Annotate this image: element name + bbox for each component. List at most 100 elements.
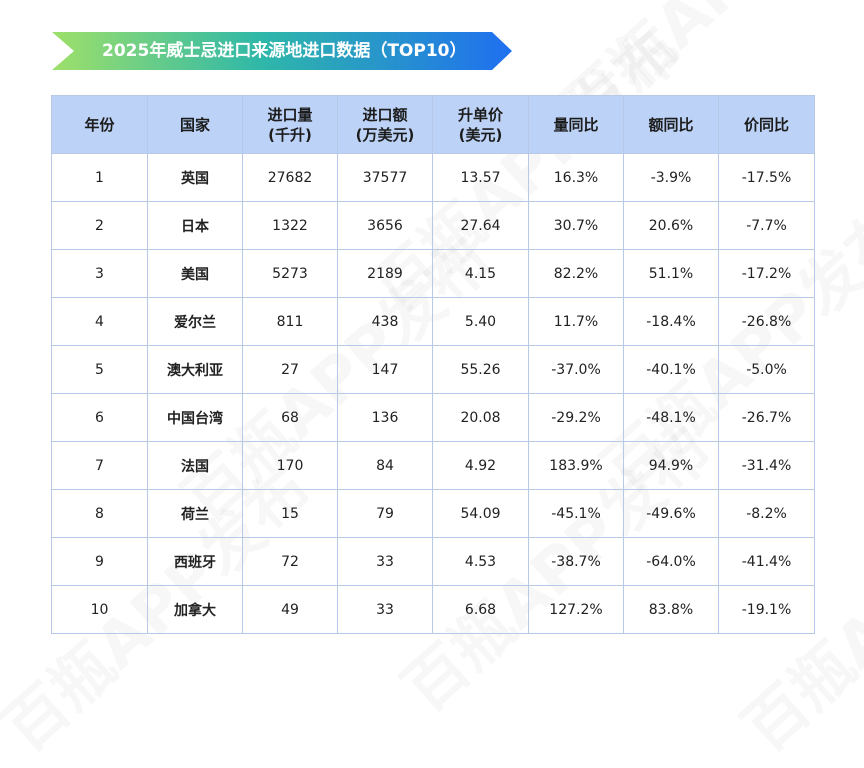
value-yoy-cell: -18.4%	[623, 297, 719, 346]
table-body: 1 英国 27682 37577 13.57 16.3% -3.9% -17.5% 2 日本 132…	[51, 153, 815, 634]
volume-yoy-cell: -29.2%	[528, 393, 624, 442]
country-cell: 英国	[147, 153, 243, 202]
country-cell: 法国	[147, 441, 243, 490]
rank-cell: 8	[51, 489, 148, 538]
volume-cell: 15	[242, 489, 338, 538]
volume-cell: 72	[242, 537, 338, 586]
header-value-yoy: 额同比	[623, 95, 719, 154]
table-row: 4 爱尔兰 811 438 5.40 11.7% -18.4% -26.8%	[51, 297, 815, 346]
price-cell: 13.57	[432, 153, 529, 202]
header-volume-line: 进口量	[267, 105, 313, 124]
header-year: 年份	[51, 95, 148, 154]
price-yoy-cell: -7.7%	[718, 201, 815, 250]
volume-cell: 5273	[242, 249, 338, 298]
header-price-yoy: 价同比	[718, 95, 815, 154]
price-cell: 54.09	[432, 489, 529, 538]
header-value-yoy-line: 额同比	[648, 115, 694, 134]
table-row: 7 法国 170 84 4.92 183.9% 94.9% -31.4%	[51, 441, 815, 490]
value-cell: 79	[337, 489, 433, 538]
volume-yoy-cell: 127.2%	[528, 585, 624, 634]
value-yoy-cell: -3.9%	[623, 153, 719, 202]
price-cell: 6.68	[432, 585, 529, 634]
header-volume-yoy-line: 量同比	[553, 115, 599, 134]
value-cell: 33	[337, 585, 433, 634]
header-volume: 进口量 (千升)	[242, 95, 338, 154]
table-row: 1 英国 27682 37577 13.57 16.3% -3.9% -17.5%	[51, 153, 815, 202]
value-cell: 84	[337, 441, 433, 490]
country-cell: 荷兰	[147, 489, 243, 538]
rank-cell: 9	[51, 537, 148, 586]
header-volume-yoy: 量同比	[528, 95, 624, 154]
volume-cell: 811	[242, 297, 338, 346]
rank-cell: 7	[51, 441, 148, 490]
value-cell: 136	[337, 393, 433, 442]
country-cell: 爱尔兰	[147, 297, 243, 346]
rank-cell: 10	[51, 585, 148, 634]
value-cell: 438	[337, 297, 433, 346]
header-price-yoy-line: 价同比	[743, 115, 789, 134]
price-yoy-cell: -17.5%	[718, 153, 815, 202]
price-yoy-cell: -31.4%	[718, 441, 815, 490]
rank-cell: 3	[51, 249, 148, 298]
table-row: 2 日本 1322 3656 27.64 30.7% 20.6% -7.7%	[51, 201, 815, 250]
value-yoy-cell: 83.8%	[623, 585, 719, 634]
header-value-line: 进口额	[362, 105, 408, 124]
volume-yoy-cell: 16.3%	[528, 153, 624, 202]
value-cell: 147	[337, 345, 433, 394]
volume-yoy-cell: 11.7%	[528, 297, 624, 346]
title-banner: 2025年威士忌进口来源地进口数据（TOP10）	[52, 32, 512, 70]
table-row: 10 加拿大 49 33 6.68 127.2% 83.8% -19.1%	[51, 585, 815, 634]
rank-cell: 5	[51, 345, 148, 394]
rank-cell: 1	[51, 153, 148, 202]
price-yoy-cell: -19.1%	[718, 585, 815, 634]
volume-yoy-cell: 30.7%	[528, 201, 624, 250]
price-cell: 4.15	[432, 249, 529, 298]
volume-yoy-cell: 82.2%	[528, 249, 624, 298]
price-cell: 5.40	[432, 297, 529, 346]
price-yoy-cell: -26.8%	[718, 297, 815, 346]
volume-cell: 27682	[242, 153, 338, 202]
price-cell: 4.92	[432, 441, 529, 490]
volume-cell: 27	[242, 345, 338, 394]
value-cell: 33	[337, 537, 433, 586]
price-yoy-cell: -8.2%	[718, 489, 815, 538]
table-row: 6 中国台湾 68 136 20.08 -29.2% -48.1% -26.7%	[51, 393, 815, 442]
value-cell: 3656	[337, 201, 433, 250]
value-yoy-cell: 20.6%	[623, 201, 719, 250]
price-cell: 4.53	[432, 537, 529, 586]
table-row: 8 荷兰 15 79 54.09 -45.1% -49.6% -8.2%	[51, 489, 815, 538]
value-yoy-cell: -48.1%	[623, 393, 719, 442]
volume-yoy-cell: -45.1%	[528, 489, 624, 538]
header-price-line: (美元)	[458, 125, 503, 144]
price-cell: 20.08	[432, 393, 529, 442]
value-cell: 2189	[337, 249, 433, 298]
price-yoy-cell: -41.4%	[718, 537, 815, 586]
price-yoy-cell: -17.2%	[718, 249, 815, 298]
country-cell: 澳大利亚	[147, 345, 243, 394]
volume-yoy-cell: 183.9%	[528, 441, 624, 490]
import-data-table: 年份 国家 进口量 (千升) 进口额 (万美元) 升单价 (美元) 量同比 额同比 价同比 1 英国 2…	[51, 95, 815, 634]
rank-cell: 2	[51, 201, 148, 250]
table-row: 5 澳大利亚 27 147 55.26 -37.0% -40.1% -5.0%	[51, 345, 815, 394]
rank-cell: 4	[51, 297, 148, 346]
price-yoy-cell: -5.0%	[718, 345, 815, 394]
price-cell: 27.64	[432, 201, 529, 250]
rank-cell: 6	[51, 393, 148, 442]
volume-yoy-cell: -37.0%	[528, 345, 624, 394]
header-country-line: 国家	[179, 115, 210, 134]
table-row: 9 西班牙 72 33 4.53 -38.7% -64.0% -41.4%	[51, 537, 815, 586]
title-banner-shape	[52, 32, 512, 70]
country-cell: 日本	[147, 201, 243, 250]
header-price-line: 升单价	[457, 105, 503, 124]
value-cell: 37577	[337, 153, 433, 202]
country-cell: 中国台湾	[147, 393, 243, 442]
volume-cell: 49	[242, 585, 338, 634]
header-country: 国家	[147, 95, 243, 154]
volume-cell: 68	[242, 393, 338, 442]
value-yoy-cell: -49.6%	[623, 489, 719, 538]
page-title: 2025年威士忌进口来源地进口数据（TOP10）	[102, 41, 467, 61]
header-volume-line: (千升)	[268, 125, 312, 144]
table-row: 3 美国 5273 2189 4.15 82.2% 51.1% -17.2%	[51, 249, 815, 298]
volume-cell: 1322	[242, 201, 338, 250]
header-value: 进口额 (万美元)	[337, 95, 433, 154]
